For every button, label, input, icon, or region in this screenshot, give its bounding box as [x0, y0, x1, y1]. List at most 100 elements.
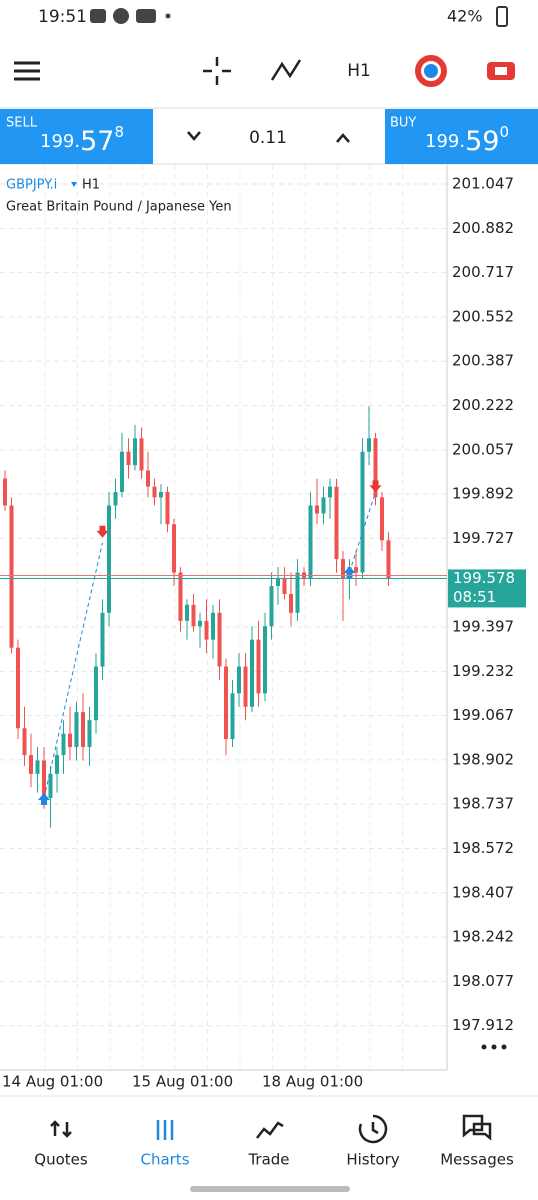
candle-body [81, 712, 85, 748]
y-tick-label: 197.912 [452, 1016, 514, 1034]
buy-button[interactable] [385, 109, 538, 164]
candle-body [113, 491, 118, 506]
sell-button[interactable] [0, 109, 153, 164]
y-tick-label: 198.242 [452, 928, 514, 946]
candle-body [211, 612, 215, 640]
lot-size[interactable]: 0.11 [249, 128, 287, 148]
candle-body [334, 486, 339, 560]
candle-body [230, 693, 235, 739]
nav-label[interactable]: History [346, 1151, 399, 1169]
y-tick-label: 199.232 [452, 662, 514, 680]
candle-body [107, 505, 111, 613]
candle-body [9, 505, 14, 648]
symbol-dropdown[interactable] [71, 182, 77, 187]
buy-arrow [38, 793, 50, 806]
y-tick-label: 199.727 [452, 529, 514, 547]
nav-icon[interactable] [156, 1120, 174, 1140]
buy-label: BUY [390, 116, 416, 131]
candle-body [55, 755, 59, 774]
candle-body [139, 438, 144, 471]
y-tick-label: 200.882 [452, 219, 514, 237]
menu-icon[interactable] [14, 61, 40, 81]
nav-icon[interactable] [358, 1114, 388, 1144]
candle-body [120, 451, 124, 492]
trade-icon[interactable] [415, 55, 447, 87]
status-icon [165, 13, 171, 19]
battery-icon [496, 6, 508, 27]
y-tick-label: 199.892 [452, 485, 514, 503]
candle-body [74, 712, 79, 748]
candle-body [133, 438, 137, 466]
price-prefix: 199. [425, 131, 465, 152]
candle-body [165, 491, 170, 525]
y-tick-label: 198.572 [452, 839, 514, 857]
candle-body [87, 720, 92, 748]
candle-body [152, 486, 157, 498]
sell-arrow [369, 480, 382, 493]
status-battery: 42% [447, 7, 483, 26]
candle-body [178, 572, 183, 621]
y-tick-label: 200.387 [452, 352, 514, 370]
sell-arrow [96, 525, 109, 538]
buy-arrow [343, 566, 356, 579]
gesture-bar [190, 1186, 350, 1192]
candle-body [367, 438, 371, 452]
candle-body [146, 470, 150, 487]
bar-timer: 08:51 [453, 588, 496, 606]
x-tick-label: 14 Aug 01:00 [2, 1073, 103, 1091]
candle-body [100, 612, 105, 667]
lot-up[interactable] [336, 133, 350, 143]
nav-label[interactable]: Quotes [34, 1151, 88, 1169]
price-big: 57 [80, 126, 114, 157]
chart-timeframe: H1 [82, 178, 100, 193]
crosshair-icon[interactable] [203, 57, 231, 85]
candle-body [237, 666, 241, 694]
candle-body [172, 524, 176, 573]
symbol[interactable]: GBPJPY.i [6, 178, 57, 193]
chart-subtitle: Great Britain Pound / Japanese Yen [6, 200, 232, 215]
candle-body [16, 647, 20, 729]
status-icon [136, 9, 156, 23]
nav-icon[interactable] [50, 1120, 72, 1138]
candle-body [328, 486, 332, 498]
indicator-icon[interactable] [270, 59, 302, 81]
price-tag [448, 569, 526, 608]
sell-price: 199.578 [40, 123, 124, 157]
more-icon[interactable] [481, 1044, 507, 1050]
candle-body [204, 620, 209, 640]
y-tick-label: 198.902 [452, 750, 514, 768]
nav-icon[interactable] [462, 1114, 492, 1141]
x-tick-label: 18 Aug 01:00 [262, 1073, 363, 1091]
price-prefix: 199. [40, 131, 80, 152]
nav-label[interactable]: Messages [440, 1151, 514, 1169]
candle-body [224, 666, 228, 739]
sell-label: SELL [6, 116, 38, 131]
y-tick-label: 199.397 [452, 618, 514, 636]
nav-icon[interactable] [256, 1121, 284, 1139]
candle-body [373, 438, 378, 498]
candle-body [380, 497, 384, 541]
y-tick-label: 198.077 [452, 972, 514, 990]
y-tick-label: 200.717 [452, 263, 514, 281]
candle-body [68, 733, 72, 748]
lot-down[interactable] [187, 131, 201, 141]
nav-label[interactable]: Charts [140, 1151, 189, 1169]
candle-body [282, 577, 287, 595]
price-big: 59 [465, 126, 499, 157]
candle-body [22, 728, 27, 756]
candle-body [269, 585, 274, 627]
timeframe-button[interactable]: H1 [347, 61, 371, 81]
candle-body [308, 505, 313, 578]
candle-body [126, 451, 131, 466]
candle-body [263, 626, 267, 694]
nav-label[interactable]: Trade [247, 1151, 289, 1169]
price-tag-label: 199.578 [453, 569, 515, 587]
candle-body [48, 773, 53, 799]
candle-body [3, 478, 7, 506]
y-tick-label: 199.067 [452, 706, 514, 724]
candle-body [243, 666, 248, 707]
candle-body [35, 760, 40, 774]
